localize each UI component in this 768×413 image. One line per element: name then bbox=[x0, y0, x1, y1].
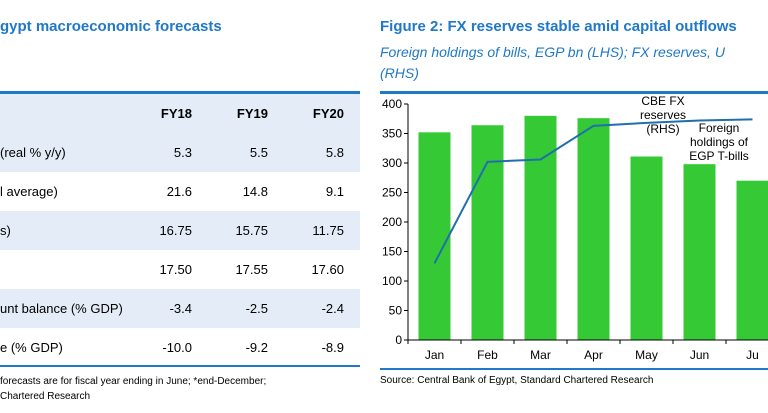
annotation-text: (RHS) bbox=[646, 122, 679, 136]
column-header-fy19: FY19 bbox=[236, 106, 268, 121]
table-row: e (% GDP) -10.0 -9.2 -8.9 bbox=[0, 328, 360, 367]
line-series bbox=[433, 118, 753, 264]
table-top-rule bbox=[0, 91, 360, 94]
row-value: -2.4 bbox=[321, 301, 344, 316]
row-value: -10.0 bbox=[162, 340, 192, 355]
table-header-label-cell bbox=[0, 94, 132, 133]
x-tick-label: Apr bbox=[584, 348, 603, 362]
bar bbox=[471, 125, 504, 341]
bar bbox=[577, 118, 610, 340]
row-label: s) bbox=[0, 223, 11, 238]
y-tick-label: 400 bbox=[382, 97, 402, 111]
figure-title: Figure 2: FX reserves stable amid capita… bbox=[380, 18, 737, 35]
reserves-line bbox=[433, 118, 753, 264]
column-header-fy18: FY18 bbox=[160, 106, 192, 121]
chart-source: Source: Central Bank of Egypt, Standard … bbox=[380, 375, 654, 386]
row-value: 17.60 bbox=[311, 262, 344, 277]
y-tick-label: 50 bbox=[389, 304, 403, 318]
annotation-text: EGP T-bills bbox=[689, 149, 749, 163]
y-tick-label: 150 bbox=[382, 245, 402, 259]
figure-subtitle-cont: (RHS) bbox=[380, 65, 419, 81]
table-bottom-rule bbox=[0, 365, 360, 367]
table-body: (real % y/y) 5.3 5.5 5.8 l average) 21.6 14.8 9… bbox=[0, 133, 360, 367]
figure-subtitle: Foreign holdings of bills, EGP bn (LHS);… bbox=[380, 44, 725, 60]
row-label: e (% GDP) bbox=[0, 340, 63, 355]
row-label: l average) bbox=[0, 184, 58, 199]
x-tick-label: Jan bbox=[425, 348, 444, 362]
bar bbox=[630, 156, 663, 340]
chart-bottom-rule bbox=[380, 368, 768, 370]
annotation-text: Foreign bbox=[699, 121, 740, 135]
row-value: 17.55 bbox=[235, 262, 268, 277]
row-value: 9.1 bbox=[325, 184, 344, 199]
x-tick-label: May bbox=[635, 348, 658, 362]
y-tick-label: 250 bbox=[382, 186, 402, 200]
x-tick-label: Ju bbox=[746, 348, 759, 362]
row-value: 16.75 bbox=[159, 223, 192, 238]
row-value: 11.75 bbox=[312, 223, 344, 238]
x-tick-label: Feb bbox=[477, 348, 498, 362]
row-value: -3.4 bbox=[169, 301, 192, 316]
annotation-text: reserves bbox=[640, 108, 686, 122]
annotation-text: CBE FX bbox=[641, 94, 684, 108]
table-row: unt balance (% GDP) -3.4 -2.5 -2.4 bbox=[0, 289, 360, 328]
fx-reserves-chart: 0 50 100 150 200 250 300 350 400 Jan Feb Mar Apr May… bbox=[382, 94, 768, 362]
row-value: 5.5 bbox=[249, 145, 268, 160]
row-value: 15.75 bbox=[235, 223, 268, 238]
bar bbox=[418, 132, 451, 340]
row-value: -9.2 bbox=[245, 340, 268, 355]
bar bbox=[683, 164, 716, 340]
row-value: 5.3 bbox=[173, 145, 192, 160]
bar bbox=[524, 115, 557, 340]
table-row: 17.50 17.55 17.60 bbox=[0, 250, 360, 289]
row-value: -2.5 bbox=[245, 301, 268, 316]
table-row: (real % y/y) 5.3 5.5 5.8 bbox=[0, 133, 360, 172]
bar bbox=[736, 180, 768, 340]
column-header-fy20: FY20 bbox=[312, 106, 344, 121]
x-tick-label: Mar bbox=[530, 348, 551, 362]
row-label: unt balance (% GDP) bbox=[0, 301, 123, 316]
chart-top-rule bbox=[380, 91, 768, 94]
annotation-text: holdings of bbox=[690, 135, 749, 149]
y-tick-label: 200 bbox=[382, 215, 402, 229]
bar-series bbox=[418, 115, 768, 341]
x-tick-label: Jun bbox=[690, 348, 709, 362]
left-panel-title: gypt macroeconomic forecasts bbox=[0, 18, 222, 35]
row-value: -8.9 bbox=[321, 340, 344, 355]
x-axis: Jan Feb Mar Apr May Jun Ju bbox=[407, 339, 768, 362]
y-tick-label: 350 bbox=[382, 127, 402, 141]
y-tick-label: 100 bbox=[382, 274, 402, 288]
row-label: (real % y/y) bbox=[0, 145, 66, 160]
forecast-table: FY18 FY19 FY20 (real % y/y) 5.3 5.5 5.8 l av… bbox=[0, 94, 360, 367]
table-row: l average) 21.6 14.8 9.1 bbox=[0, 172, 360, 211]
table-note-source: Chartered Research bbox=[0, 391, 91, 402]
table-header-row: FY18 FY19 FY20 bbox=[0, 94, 360, 133]
y-tick-label: 0 bbox=[395, 333, 402, 347]
row-value: 17.50 bbox=[159, 262, 192, 277]
y-tick-label: 300 bbox=[382, 156, 402, 170]
table-row: s) 16.75 15.75 11.75 bbox=[0, 211, 360, 250]
row-value: 21.6 bbox=[166, 184, 192, 199]
row-value: 5.8 bbox=[325, 145, 344, 160]
y-axis: 0 50 100 150 200 250 300 350 400 bbox=[382, 97, 409, 347]
row-label bbox=[0, 250, 132, 289]
row-value: 14.8 bbox=[242, 184, 268, 199]
table-note: forecasts are for fiscal year ending in … bbox=[0, 376, 267, 387]
